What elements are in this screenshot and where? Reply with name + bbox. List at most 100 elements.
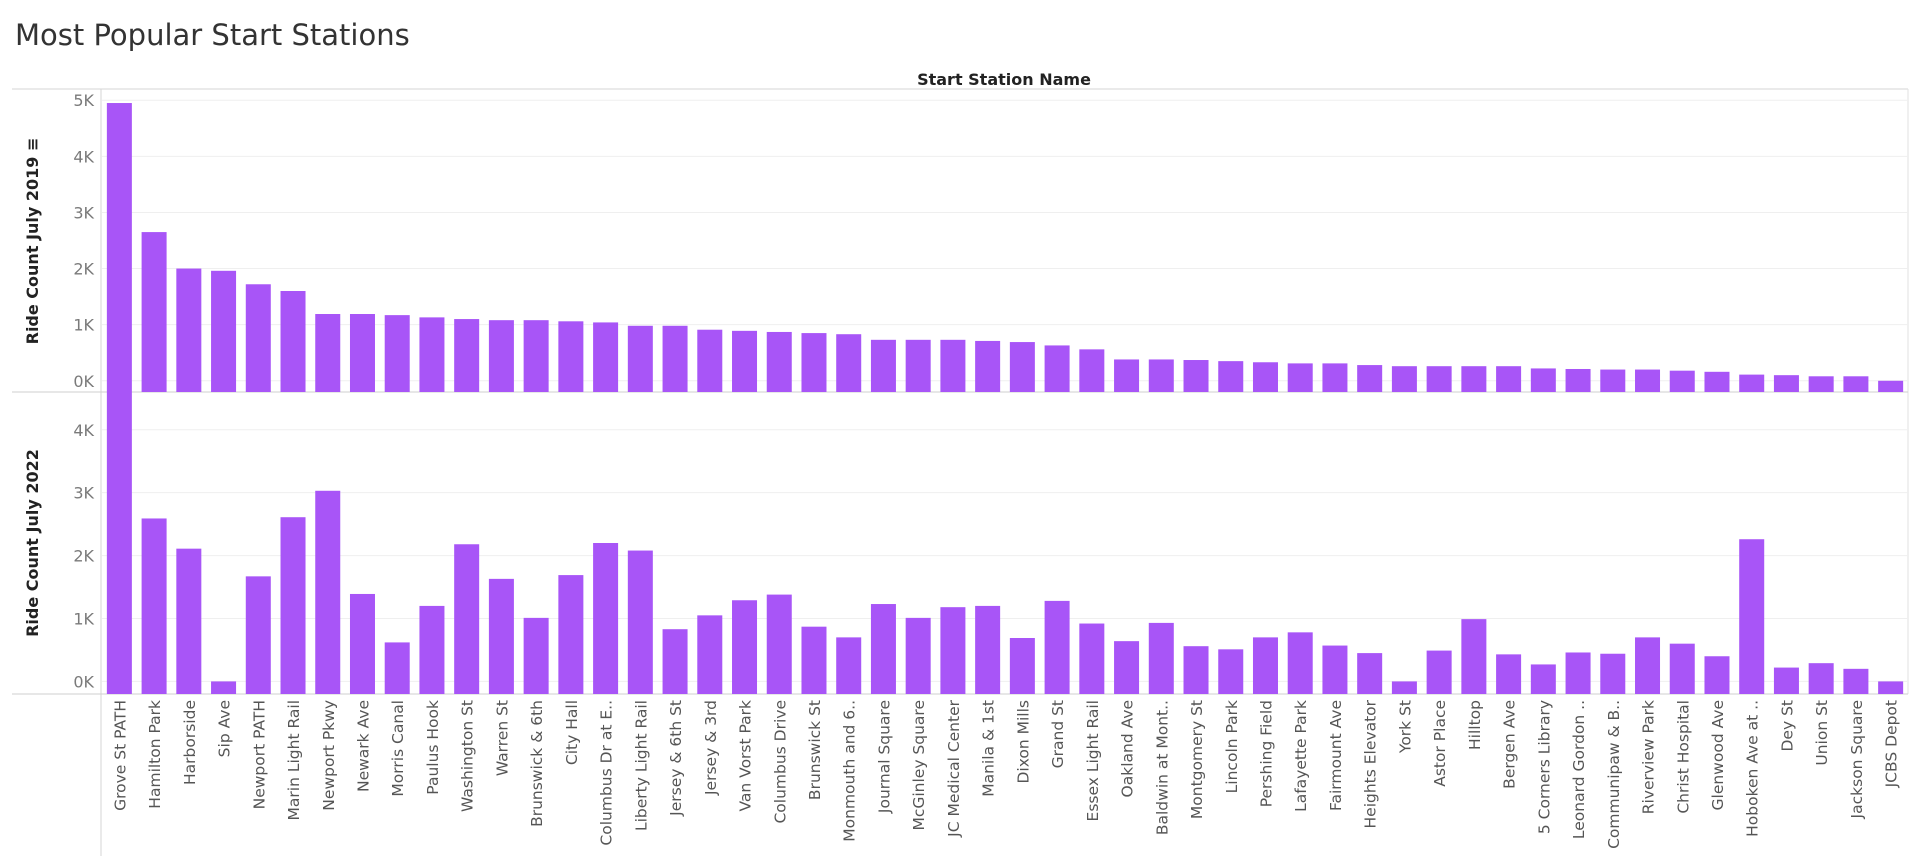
bar-2019-14[interactable] <box>593 322 619 392</box>
bar-2022-23[interactable] <box>905 617 931 694</box>
bar-2022-0[interactable] <box>106 392 132 694</box>
bar-2019-45[interactable] <box>1669 370 1695 392</box>
bar-2019-10[interactable] <box>454 319 480 392</box>
bar-2022-37[interactable] <box>1391 681 1417 694</box>
bar-2019-31[interactable] <box>1183 360 1209 392</box>
bar-2022-21[interactable] <box>836 637 862 694</box>
bar-2019-6[interactable] <box>315 314 341 392</box>
bar-2019-42[interactable] <box>1565 368 1591 392</box>
bar-2022-27[interactable] <box>1044 600 1070 694</box>
bar-2022-31[interactable] <box>1183 646 1209 694</box>
bar-2022-30[interactable] <box>1148 622 1174 694</box>
bar-2022-14[interactable] <box>593 543 619 694</box>
bar-2022-18[interactable] <box>732 600 758 694</box>
bar-2022-46[interactable] <box>1704 656 1730 694</box>
bar-2019-25[interactable] <box>975 340 1001 392</box>
bar-2022-5[interactable] <box>280 517 306 694</box>
bar-2022-15[interactable] <box>627 550 653 694</box>
bar-2019-43[interactable] <box>1600 369 1626 392</box>
bar-2022-43[interactable] <box>1600 653 1626 694</box>
bar-2019-24[interactable] <box>940 339 966 392</box>
bar-2019-8[interactable] <box>384 315 410 392</box>
bar-2022-33[interactable] <box>1252 637 1278 694</box>
bar-2022-7[interactable] <box>349 593 375 694</box>
bar-2022-16[interactable] <box>662 629 688 694</box>
bar-2022-36[interactable] <box>1357 653 1383 694</box>
bar-2019-13[interactable] <box>558 321 584 392</box>
bar-2019-17[interactable] <box>697 329 723 392</box>
bar-2022-19[interactable] <box>766 594 792 694</box>
bar-2019-46[interactable] <box>1704 371 1730 392</box>
bar-2022-26[interactable] <box>1009 638 1035 694</box>
bar-2019-36[interactable] <box>1357 365 1383 392</box>
bar-2019-12[interactable] <box>523 320 549 392</box>
bar-2019-51[interactable] <box>1878 380 1904 392</box>
bar-2019-41[interactable] <box>1530 368 1556 392</box>
bar-2019-47[interactable] <box>1739 374 1765 392</box>
bar-2019-1[interactable] <box>141 232 167 392</box>
bar-2019-4[interactable] <box>245 284 271 392</box>
bar-2022-49[interactable] <box>1808 663 1834 694</box>
bar-2019-48[interactable] <box>1773 375 1799 392</box>
bar-2019-27[interactable] <box>1044 345 1070 392</box>
bar-2019-20[interactable] <box>801 333 827 392</box>
bar-2022-13[interactable] <box>558 575 584 694</box>
bar-2019-0[interactable] <box>106 103 132 393</box>
bar-2022-2[interactable] <box>176 548 202 694</box>
bar-2019-50[interactable] <box>1843 376 1869 392</box>
bar-2019-39[interactable] <box>1461 366 1487 392</box>
bar-2022-47[interactable] <box>1739 539 1765 694</box>
bar-2022-45[interactable] <box>1669 643 1695 694</box>
bar-2022-28[interactable] <box>1079 623 1105 694</box>
bar-2022-24[interactable] <box>940 607 966 694</box>
bar-2019-22[interactable] <box>870 339 896 392</box>
bar-2022-12[interactable] <box>523 617 549 694</box>
bar-2022-9[interactable] <box>419 605 445 694</box>
bar-2019-30[interactable] <box>1148 359 1174 392</box>
bar-2022-38[interactable] <box>1426 650 1452 694</box>
bar-2022-41[interactable] <box>1530 664 1556 694</box>
bar-2019-15[interactable] <box>627 325 653 392</box>
bar-2022-17[interactable] <box>697 615 723 694</box>
bar-2019-16[interactable] <box>662 325 688 392</box>
bar-2022-32[interactable] <box>1218 649 1244 694</box>
bar-2019-5[interactable] <box>280 291 306 392</box>
bar-2019-7[interactable] <box>349 314 375 392</box>
bar-2019-49[interactable] <box>1808 376 1834 392</box>
bar-2019-23[interactable] <box>905 339 931 392</box>
bar-2019-2[interactable] <box>176 268 202 392</box>
bar-2019-11[interactable] <box>488 320 514 392</box>
bar-2019-34[interactable] <box>1287 363 1313 392</box>
bar-2019-26[interactable] <box>1009 342 1035 392</box>
bar-2019-29[interactable] <box>1114 359 1140 392</box>
bar-2019-19[interactable] <box>766 331 792 392</box>
bar-2019-33[interactable] <box>1252 362 1278 392</box>
bar-2022-40[interactable] <box>1496 654 1522 694</box>
bar-2022-25[interactable] <box>975 605 1001 694</box>
bar-2019-32[interactable] <box>1218 361 1244 392</box>
bar-2022-10[interactable] <box>454 544 480 694</box>
bar-2022-29[interactable] <box>1114 641 1140 694</box>
bar-2019-3[interactable] <box>211 270 237 392</box>
bar-2022-50[interactable] <box>1843 668 1869 694</box>
bar-2022-6[interactable] <box>315 490 341 694</box>
bar-2019-44[interactable] <box>1635 369 1661 392</box>
bar-2019-38[interactable] <box>1426 366 1452 392</box>
bar-2022-39[interactable] <box>1461 619 1487 694</box>
bar-2022-35[interactable] <box>1322 645 1348 694</box>
bar-2019-21[interactable] <box>836 334 862 392</box>
bar-2019-35[interactable] <box>1322 363 1348 392</box>
bar-2019-9[interactable] <box>419 317 445 392</box>
bar-2022-22[interactable] <box>870 604 896 694</box>
bar-2019-28[interactable] <box>1079 349 1105 392</box>
bar-2022-42[interactable] <box>1565 652 1591 694</box>
bar-2022-51[interactable] <box>1878 681 1904 694</box>
bar-2022-3[interactable] <box>211 681 237 694</box>
bar-2022-1[interactable] <box>141 518 167 694</box>
bar-2022-8[interactable] <box>384 642 410 694</box>
bar-2019-18[interactable] <box>732 330 758 392</box>
bar-2019-37[interactable] <box>1391 366 1417 392</box>
bar-2022-48[interactable] <box>1773 667 1799 694</box>
bar-2022-11[interactable] <box>488 578 514 694</box>
bar-2022-44[interactable] <box>1635 637 1661 694</box>
